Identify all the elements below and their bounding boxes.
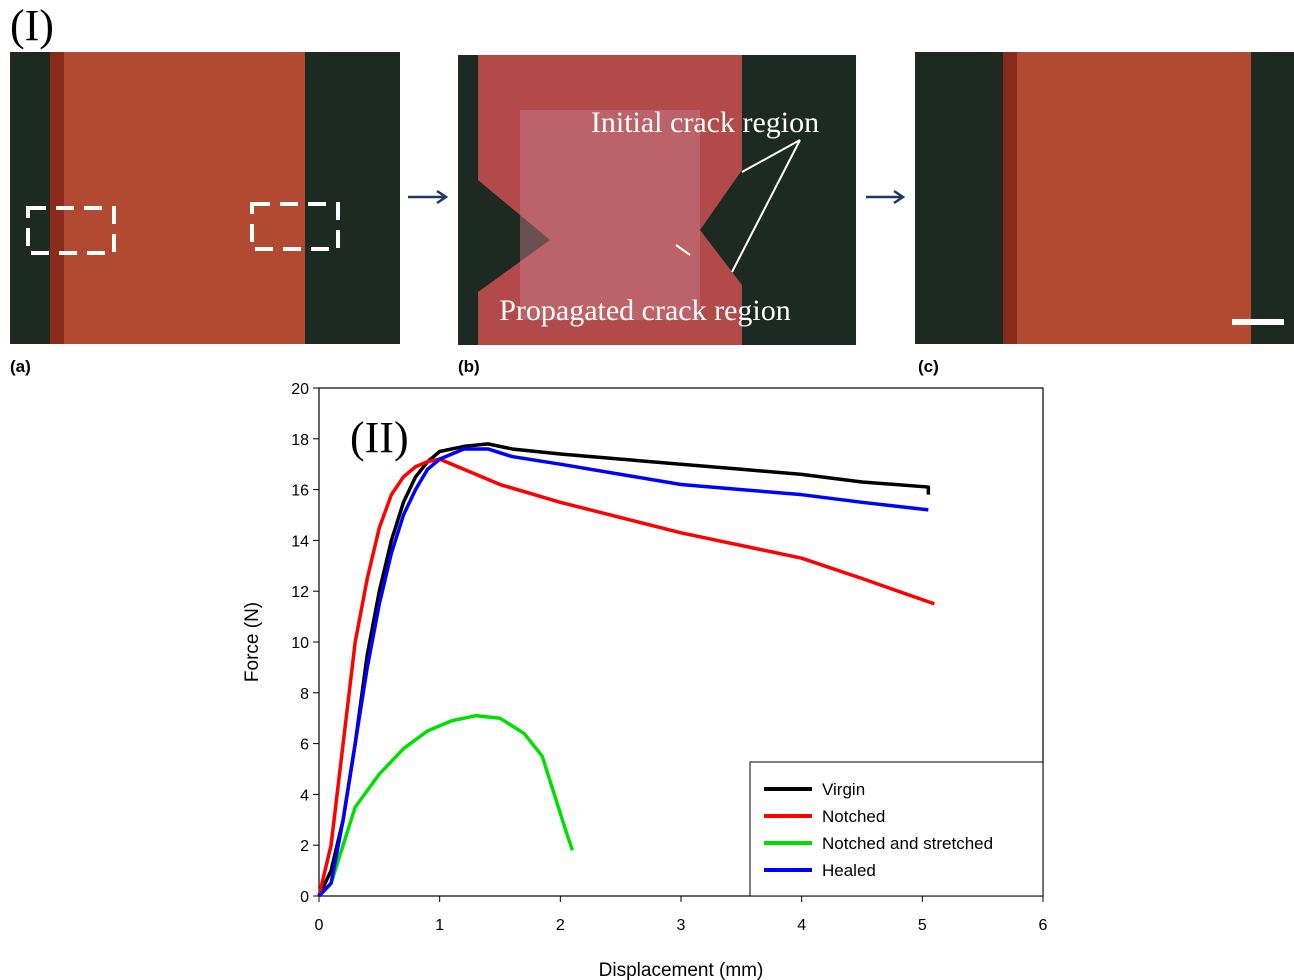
legend-label: Notched (822, 807, 885, 826)
panel-label: (c) (918, 357, 939, 376)
x-tick-label: 5 (918, 917, 927, 934)
y-tick-label: 4 (300, 787, 309, 804)
photo-c (915, 52, 1294, 344)
arrow (408, 191, 446, 203)
annotation: Initial crack region (591, 106, 819, 139)
y-tick-label: 18 (291, 432, 309, 449)
x-tick-label: 4 (797, 917, 806, 934)
x-axis-label: Displacement (mm) (599, 960, 764, 980)
page: (I) (a) Initial crack region Propagated … (0, 0, 1294, 980)
y-tick-label: 12 (291, 584, 309, 601)
y-tick-label: 2 (300, 838, 309, 855)
chart-title: (II) (350, 413, 409, 462)
photo-a (10, 52, 400, 344)
legend-box (750, 762, 1043, 896)
y-tick-label: 16 (291, 483, 309, 500)
annotation: Propagated crack region (499, 294, 791, 327)
y-tick-label: 8 (300, 686, 309, 703)
x-tick-label: 2 (556, 917, 565, 934)
x-tick-label: 0 (315, 917, 324, 934)
panel-label: (b) (458, 357, 480, 376)
legend-label: Healed (822, 861, 876, 880)
legend-label: Notched and stretched (822, 834, 993, 853)
panel-label: (a) (10, 357, 31, 376)
legend-label: Virgin (822, 780, 865, 799)
y-tick-label: 6 (300, 737, 309, 754)
x-tick-label: 1 (435, 917, 444, 934)
y-tick-label: 0 (300, 889, 309, 906)
arrow (866, 191, 903, 203)
y-tick-label: 20 (291, 381, 309, 398)
y-axis-label: Force (N) (242, 602, 263, 682)
x-tick-label: 3 (677, 917, 686, 934)
y-tick-label: 10 (291, 635, 309, 652)
x-tick-label: 6 (1039, 917, 1048, 934)
y-tick-label: 14 (291, 533, 309, 550)
figure: (I) (a) Initial crack region Propagated … (0, 0, 1294, 980)
figure-label: (I) (10, 1, 54, 50)
